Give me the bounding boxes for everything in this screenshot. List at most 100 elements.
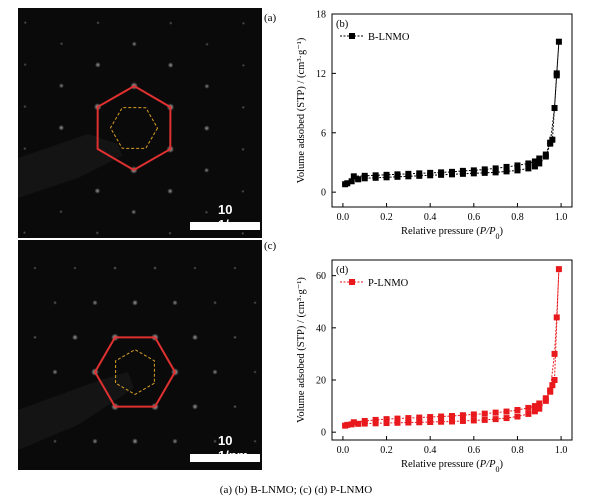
data-point xyxy=(449,418,455,425)
data-point xyxy=(427,414,434,421)
y-tick-label: 6 xyxy=(321,128,326,139)
data-point xyxy=(405,419,412,426)
diffraction-spot xyxy=(113,266,117,270)
data-point xyxy=(551,105,558,112)
data-point xyxy=(542,151,549,158)
x-axis-label: Relative pressure (P/P0) xyxy=(401,226,503,241)
data-point xyxy=(383,416,390,423)
x-axis-label: Relative pressure (P/P0) xyxy=(401,459,503,474)
data-point xyxy=(492,165,499,172)
data-point xyxy=(348,178,355,185)
plot-frame xyxy=(331,259,573,441)
data-point xyxy=(427,419,434,425)
diffraction-spot xyxy=(241,63,245,68)
data-point xyxy=(427,169,434,176)
data-point xyxy=(492,416,499,423)
data-point xyxy=(449,168,455,175)
diffraction-spot xyxy=(213,439,217,444)
diffraction-spot xyxy=(253,301,257,305)
y-axis-label: Volume adsobed (STP) / (cm³·g⁻¹) xyxy=(296,277,307,423)
plot-frame xyxy=(331,13,573,208)
data-point xyxy=(344,180,351,187)
data-point xyxy=(525,404,532,411)
panel-label-a: (a) xyxy=(264,12,277,24)
data-point xyxy=(372,172,379,179)
diffraction-spot xyxy=(241,105,245,110)
diffraction-spot xyxy=(59,210,63,214)
y-tick-label: 12 xyxy=(316,69,326,80)
data-point xyxy=(492,169,499,176)
diffraction-spot xyxy=(58,83,64,89)
data-point xyxy=(503,408,510,415)
data-point xyxy=(470,167,477,174)
series-line xyxy=(344,269,560,427)
data-point xyxy=(470,411,477,418)
data-point xyxy=(438,418,445,425)
diffraction-spot xyxy=(59,42,64,46)
x-tick-label: 0.6 xyxy=(468,212,481,223)
diffraction-spot xyxy=(212,369,218,375)
diffraction-spot xyxy=(205,42,209,46)
data-point xyxy=(438,169,445,176)
x-tick-label: 0.0 xyxy=(337,445,350,456)
data-point xyxy=(503,168,510,175)
diffraction-spot xyxy=(58,124,65,131)
diffraction-spot xyxy=(233,266,237,270)
data-point xyxy=(531,403,538,410)
isotherm-chart-b: 0.0 0.2 0.4 0.6 0.8 1.0 0 6 12 18 Relative pressur… xyxy=(296,10,573,241)
chart-panel-label: (d) xyxy=(336,265,349,276)
data-point xyxy=(438,413,445,420)
beam-stop xyxy=(18,134,122,198)
data-point xyxy=(531,163,538,170)
data-point xyxy=(481,169,488,176)
diffraction-spot xyxy=(92,300,98,306)
scale-bar-a xyxy=(190,222,260,230)
diffraction-spot xyxy=(92,438,98,444)
data-point xyxy=(394,171,401,178)
data-point xyxy=(531,408,538,415)
data-point xyxy=(555,38,562,45)
data-point xyxy=(361,172,368,179)
diffraction-spot xyxy=(72,334,78,341)
yellow-dashed-hexagon xyxy=(115,349,155,395)
diffraction-spot xyxy=(96,21,100,25)
diffraction-spot xyxy=(241,189,245,194)
x-tick-label: 0.2 xyxy=(380,212,393,223)
x-tick-label: 0.2 xyxy=(380,445,393,456)
chart-panel-label: (b) xyxy=(336,19,349,30)
data-point xyxy=(536,155,543,162)
data-point xyxy=(547,388,554,395)
data-point xyxy=(542,395,549,402)
legend-marker xyxy=(349,279,355,285)
diffraction-spot xyxy=(73,266,77,270)
x-tick-label: 0.6 xyxy=(468,445,481,456)
y-tick-label: 18 xyxy=(316,10,326,21)
diffraction-spot xyxy=(23,20,27,25)
data-point xyxy=(551,350,558,357)
data-point xyxy=(525,410,532,417)
data-point xyxy=(394,415,401,422)
diffraction-spot xyxy=(132,299,138,306)
data-point xyxy=(536,405,543,412)
diffraction-spot xyxy=(204,83,210,89)
data-point xyxy=(459,412,466,419)
data-point xyxy=(416,414,423,421)
diffraction-spot xyxy=(204,210,209,214)
diffraction-spot xyxy=(192,403,198,410)
diffraction-spot xyxy=(132,438,138,445)
saed-pattern-a: 10 1/nm xyxy=(18,8,262,238)
data-point xyxy=(481,416,488,423)
data-point xyxy=(459,417,466,424)
x-tick-label: 1.0 xyxy=(555,212,568,223)
diffraction-spot xyxy=(241,231,245,236)
data-point xyxy=(372,416,379,423)
diffraction-spot xyxy=(53,439,57,444)
data-point xyxy=(547,139,554,146)
diffraction-spot xyxy=(23,146,27,151)
data-point xyxy=(416,419,423,426)
y-tick-label: 40 xyxy=(316,323,326,334)
data-point xyxy=(350,173,357,180)
data-point xyxy=(551,377,558,383)
diffraction-spot xyxy=(253,439,257,443)
data-point xyxy=(350,419,357,426)
